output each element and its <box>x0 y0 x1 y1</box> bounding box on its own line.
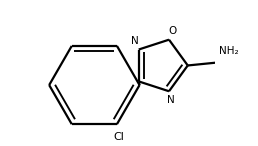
Text: O: O <box>169 26 177 36</box>
Text: N: N <box>167 95 175 105</box>
Text: NH₂: NH₂ <box>219 46 239 57</box>
Text: Cl: Cl <box>113 132 124 142</box>
Text: N: N <box>131 36 139 46</box>
